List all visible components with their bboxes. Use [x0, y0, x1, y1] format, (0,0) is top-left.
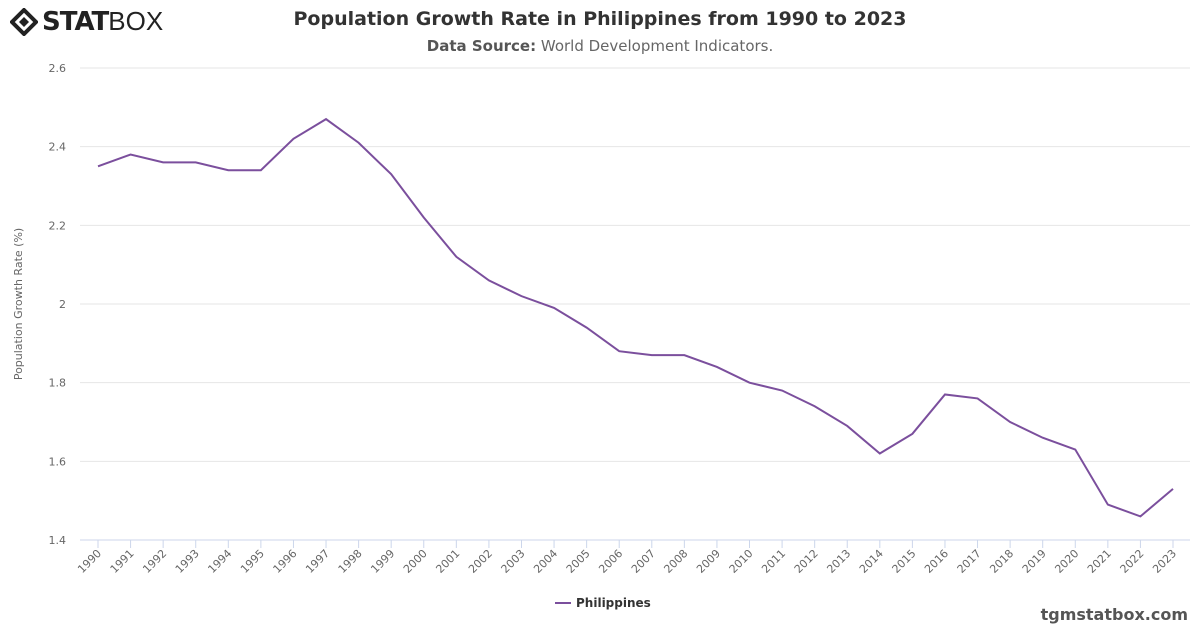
x-tick-label: 2004 — [531, 547, 560, 576]
x-tick-label: 1992 — [140, 547, 169, 576]
x-tick-label: 1991 — [108, 547, 137, 576]
data-point — [161, 160, 165, 164]
data-point — [1171, 487, 1175, 491]
x-tick-label: 1996 — [271, 547, 300, 576]
x-tick-label: 2022 — [1118, 547, 1147, 576]
legend-item[interactable]: Philippines — [576, 596, 651, 610]
x-tick-label: 2020 — [1052, 547, 1081, 576]
series-line-philippines — [97, 117, 1174, 518]
data-point — [780, 389, 784, 393]
x-tick-label: 2015 — [890, 547, 919, 576]
x-tick-label: 2002 — [466, 547, 495, 576]
data-point — [1073, 448, 1077, 452]
x-tick-label: 2003 — [499, 547, 528, 576]
x-tick-label: 2005 — [564, 547, 593, 576]
logo-box: BOX — [108, 6, 164, 36]
x-tick-label: 2007 — [629, 547, 658, 576]
data-point — [878, 451, 882, 455]
source-value: World Development Indicators. — [540, 37, 774, 55]
data-point — [454, 255, 458, 259]
logo-diamond-icon — [10, 7, 38, 36]
x-tick-label: 2017 — [955, 547, 984, 576]
data-point — [324, 117, 328, 121]
data-point — [715, 365, 719, 369]
x-tick-label: 2016 — [922, 547, 951, 576]
x-tick-label: 2021 — [1085, 547, 1114, 576]
footer-url[interactable]: tgmstatbox.com — [1040, 605, 1188, 624]
x-tick-label: 1994 — [205, 547, 234, 576]
data-point — [1041, 436, 1045, 440]
data-point — [226, 168, 230, 172]
source-label: Data Source: — [426, 37, 537, 55]
y-tick-label: 2 — [59, 298, 66, 311]
y-tick-label: 1.4 — [49, 534, 67, 547]
data-point — [1106, 503, 1110, 507]
data-point — [194, 160, 198, 164]
x-tick-label: 2008 — [661, 547, 690, 576]
x-tick-label: 2012 — [792, 547, 821, 576]
x-tick-label: 2010 — [727, 547, 756, 576]
data-point — [748, 381, 752, 385]
data-point — [943, 392, 947, 396]
x-tick-label: 2018 — [987, 547, 1016, 576]
x-tick-label: 2000 — [401, 547, 430, 576]
data-point — [910, 432, 914, 436]
y-tick-label: 2.2 — [49, 219, 67, 232]
x-tick-label: 2019 — [1020, 547, 1049, 576]
x-tick-label: 2013 — [824, 547, 853, 576]
y-tick-label: 1.6 — [49, 455, 67, 468]
data-point — [422, 215, 426, 219]
y-tick-label: 2.4 — [49, 141, 67, 154]
x-tick-label: 2006 — [596, 547, 625, 576]
x-tick-label: 2014 — [857, 547, 886, 576]
x-tick-label: 1997 — [303, 547, 332, 576]
data-point — [976, 396, 980, 400]
x-tick-label: 1998 — [336, 547, 365, 576]
data-point — [1138, 514, 1142, 518]
data-point — [519, 294, 523, 298]
data-point — [682, 353, 686, 357]
data-point — [259, 168, 263, 172]
data-point — [585, 326, 589, 330]
x-tick-label: 2001 — [433, 547, 462, 576]
data-point — [552, 306, 556, 310]
chart-subtitle: Data Source: World Development Indicator… — [0, 37, 1200, 55]
chart-title: Population Growth Rate in Philippines fr… — [293, 8, 907, 30]
data-point — [845, 424, 849, 428]
data-point — [487, 278, 491, 282]
y-tick-label: 1.8 — [49, 377, 67, 390]
data-point — [96, 164, 100, 168]
x-tick-label: 1990 — [75, 547, 104, 576]
x-tick-label: 1999 — [368, 547, 397, 576]
logo-stat: STAT — [42, 6, 109, 37]
statbox-logo: STAT BOX — [10, 6, 163, 37]
x-tick-label: 1995 — [238, 547, 267, 576]
data-point — [813, 404, 817, 408]
x-tick-label: 1993 — [173, 547, 202, 576]
data-point — [617, 349, 621, 353]
x-tick-label: 2023 — [1150, 547, 1179, 576]
y-tick-label: 2.6 — [49, 62, 67, 75]
data-point — [291, 137, 295, 141]
data-point — [357, 141, 361, 145]
y-axis-title: Population Growth Rate (%) — [12, 228, 25, 380]
x-tick-label: 2011 — [759, 547, 788, 576]
data-point — [129, 153, 133, 157]
data-point — [650, 353, 654, 357]
data-point — [1008, 420, 1012, 424]
x-tick-label: 2009 — [694, 547, 723, 576]
data-point — [389, 172, 393, 176]
